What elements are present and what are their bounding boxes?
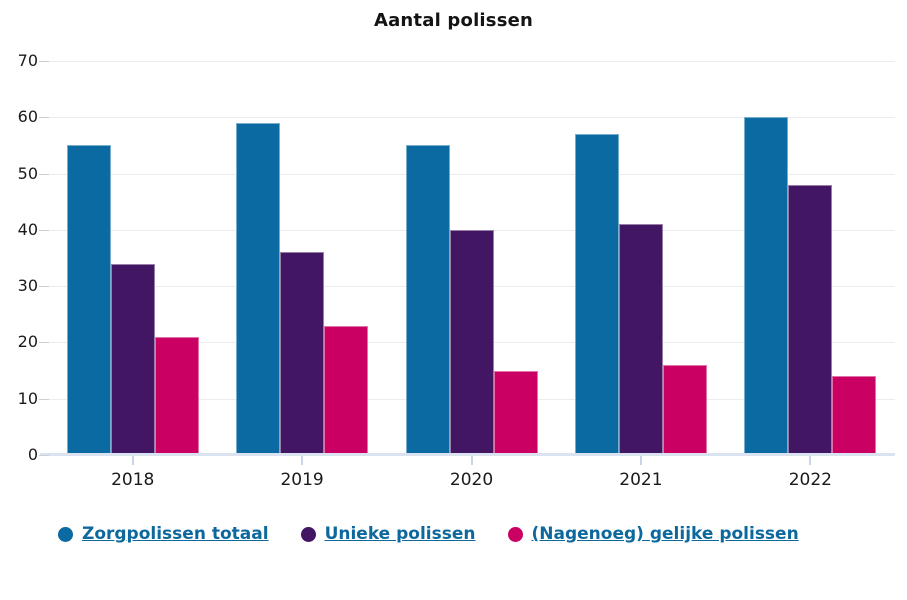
- gridline: [48, 173, 895, 175]
- x-axis-tick: [131, 456, 134, 465]
- bar-2020: [405, 145, 450, 455]
- bar-group-2020: [387, 61, 556, 455]
- bar-2018: [66, 145, 111, 455]
- bar-2020: [493, 370, 538, 455]
- bar-2018: [110, 263, 155, 455]
- bar-2022: [788, 184, 833, 455]
- legend-label[interactable]: (Nagenoeg) gelijke polissen: [531, 524, 799, 544]
- bar-2020: [449, 229, 494, 455]
- y-axis-tick-label: 10: [17, 388, 38, 408]
- x-axis-tick-label: 2021: [619, 470, 663, 490]
- bar-2022: [832, 376, 877, 455]
- legend-marker-icon: [300, 526, 316, 542]
- chart-title: Aantal polissen: [373, 10, 534, 31]
- x-axis-tick-label: 2020: [449, 470, 494, 490]
- y-axis-tick: [39, 173, 49, 175]
- x-axis-tick: [301, 456, 304, 465]
- y-axis-tick: [39, 342, 49, 344]
- x-axis-tick: [809, 456, 812, 465]
- x-axis-tick-label: 2018: [111, 470, 155, 490]
- y-axis-labels: 0 10 20 30 40 50 60 70: [0, 51, 38, 464]
- bar-2019: [280, 252, 325, 455]
- legend-label[interactable]: Unieke polissen: [324, 524, 476, 544]
- legend-marker-icon: [58, 526, 73, 542]
- bar-2019: [236, 122, 281, 455]
- y-axis-tick-label: 30: [17, 276, 38, 296]
- bar-2021: [574, 134, 619, 455]
- x-axis-labels: 2018 2019 2020 2021 2022: [48, 470, 895, 490]
- bar-2022: [744, 117, 789, 455]
- x-axis-tick: [639, 456, 642, 465]
- bar-group-2021: [556, 61, 725, 455]
- bar-2021: [662, 364, 707, 455]
- legend-label[interactable]: Zorgpolissen totaal: [82, 524, 269, 544]
- bar-2018: [154, 336, 199, 455]
- x-axis-line: [40, 453, 895, 456]
- gridline: [48, 117, 895, 119]
- x-axis-tick-label: 2022: [788, 470, 832, 490]
- bar-groups: [48, 61, 895, 455]
- legend-item-nagenoeg-gelijke-polissen[interactable]: (Nagenoeg) gelijke polissen: [507, 524, 799, 544]
- bar-group-2019: [217, 61, 386, 455]
- x-axis-tick-label: 2019: [280, 470, 324, 490]
- y-axis-tick: [39, 455, 49, 456]
- legend-item-zorgpolissen-totaal[interactable]: Zorgpolissen totaal: [58, 524, 269, 544]
- y-axis-tick: [39, 117, 49, 119]
- bar-group-2018: [48, 61, 217, 455]
- y-axis-tick: [39, 61, 49, 62]
- x-axis-ticks: [48, 456, 895, 465]
- x-axis-tick: [470, 456, 473, 465]
- legend-item-unieke-polissen[interactable]: Unieke polissen: [300, 524, 476, 544]
- legend: Zorgpolissen totaal Unieke polissen (Nag…: [58, 524, 799, 544]
- y-axis-tick: [39, 398, 49, 400]
- gridline: [48, 61, 895, 62]
- y-axis-tick-label: 40: [17, 219, 38, 239]
- bar-2019: [324, 325, 369, 455]
- y-axis-tick-label: 70: [17, 51, 38, 70]
- plot-area: [39, 61, 895, 456]
- legend-marker-icon: [507, 526, 523, 542]
- y-axis-tick-label: 20: [17, 332, 38, 352]
- y-axis-tick: [39, 286, 49, 288]
- y-axis-tick: [39, 229, 49, 231]
- y-axis-tick-label: 50: [17, 163, 38, 183]
- bar-group-2022: [726, 61, 895, 455]
- y-axis-tick-label: 0: [27, 445, 38, 464]
- y-axis-tick-label: 60: [17, 107, 38, 127]
- bar-2021: [618, 224, 663, 455]
